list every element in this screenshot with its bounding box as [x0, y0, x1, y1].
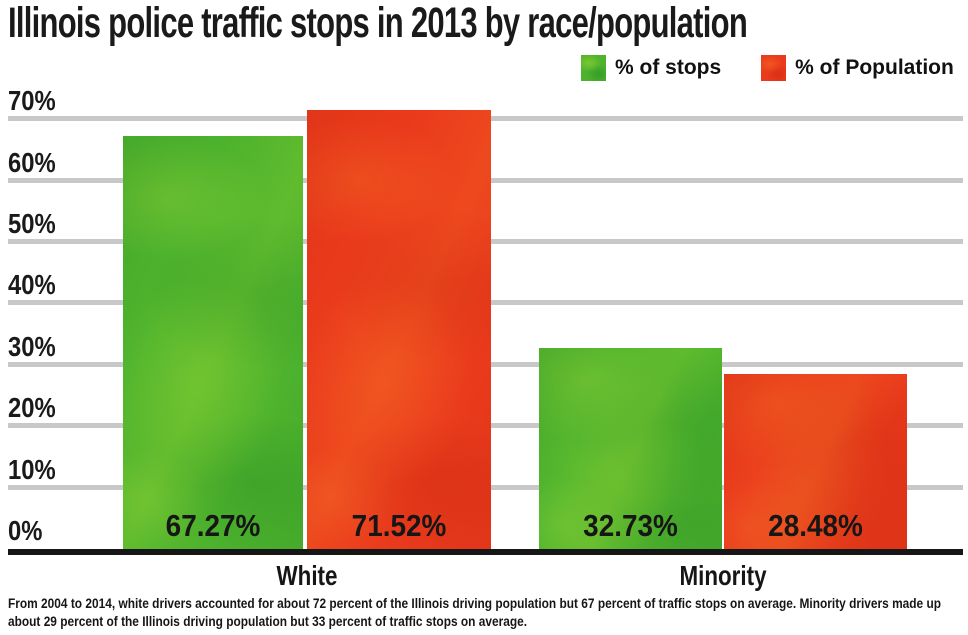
bar-value-white-population: 71.52% — [351, 508, 447, 543]
y-axis-label-40: 40% — [8, 269, 56, 300]
footnote: From 2004 to 2014, white drivers account… — [8, 595, 942, 629]
y-axis-label-50: 50% — [8, 208, 56, 239]
bar-white-stops: 67.27% — [123, 136, 303, 549]
category-label-minority: Minority — [679, 560, 767, 591]
y-axis-label-10: 10% — [8, 454, 56, 485]
bar-value-white-stops: 67.27% — [165, 508, 261, 543]
stops-legend-swatch — [581, 55, 606, 81]
y-axis-label-0: 0% — [8, 515, 43, 546]
population-legend-label: % of Population — [795, 56, 954, 79]
y-axis-label-20: 20% — [8, 392, 56, 423]
y-axis-label-70: 70% — [8, 85, 56, 116]
bar-minority-stops: 32.73% — [539, 348, 722, 549]
bar-value-minority-stops: 32.73% — [583, 508, 678, 543]
y-axis-label-30: 30% — [8, 331, 56, 362]
y-axis-label-60: 60% — [8, 147, 56, 178]
category-label-white: White — [276, 560, 338, 591]
bar-value-minority-population: 28.48% — [768, 508, 863, 543]
population-legend-swatch — [761, 55, 787, 81]
x-axis-line — [8, 549, 963, 555]
legend-item-population: % of Population — [761, 55, 954, 81]
legend: % of stops % of Population — [581, 55, 954, 81]
bar-minority-population: 28.48% — [724, 374, 907, 549]
legend-item-stops: % of stops — [581, 55, 721, 81]
chart-title: Illinois police traffic stops in 2013 by… — [8, 0, 748, 47]
bar-white-population: 71.52% — [307, 110, 491, 549]
stops-legend-label: % of stops — [615, 56, 722, 79]
